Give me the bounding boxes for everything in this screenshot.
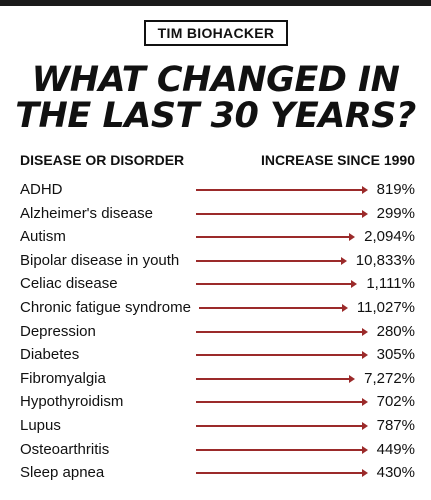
increase-value: 7,272% — [364, 369, 415, 387]
disease-name: ADHD — [20, 181, 65, 198]
increase-value: 430% — [376, 464, 415, 482]
increase-value: 787% — [376, 416, 415, 434]
increase-value: 11,027% — [356, 298, 415, 316]
list-item: Hypothyroidism 702% — [0, 390, 431, 414]
column-header-increase: INCREASE SINCE 1990 — [260, 152, 415, 168]
increase-value: 449% — [376, 440, 415, 458]
arrow-icon — [196, 327, 368, 336]
disease-name: Depression — [20, 322, 98, 340]
list-item: Autism 2,094% — [0, 225, 431, 249]
arrow-icon — [196, 374, 355, 383]
arrow-icon — [196, 233, 355, 242]
arrow-icon — [196, 280, 357, 289]
increase-value: 299% — [376, 204, 415, 222]
list-item: Sleep apnea 430% — [0, 461, 431, 485]
list-item: Diabetes 305% — [0, 343, 431, 367]
list-item: Lupus 787% — [0, 414, 431, 438]
list-item: Chronic fatigue syndrome 11,027% — [0, 296, 431, 320]
disease-name: Autism — [20, 228, 68, 246]
disease-name: Chronic fatigue syndrome — [20, 298, 193, 316]
arrow-icon — [196, 445, 368, 454]
arrow-icon — [196, 256, 347, 265]
list-item: Celiac disease 1,111% — [0, 272, 431, 296]
list-item: Bipolar disease in youth 10,833% — [0, 249, 431, 273]
top-bar — [0, 0, 431, 6]
disease-name: Lupus — [20, 416, 63, 434]
disease-name: Alzheimer's disease — [20, 204, 155, 222]
disease-name: Hypothyroidism — [20, 393, 126, 411]
arrow-icon — [196, 421, 368, 430]
arrow-icon — [196, 186, 368, 194]
list-item: ADHD 819% — [0, 178, 431, 202]
disease-name: Celiac disease — [20, 275, 120, 293]
list-item: Osteoarthritis 449% — [0, 438, 431, 462]
disease-name: Fibromyalgia — [20, 369, 108, 387]
arrow-icon — [196, 351, 368, 360]
column-header-disease: DISEASE OR DISORDER — [20, 152, 185, 168]
list-item: Depression 280% — [0, 320, 431, 344]
disease-name: Sleep apnea — [20, 464, 107, 482]
arrow-icon — [196, 469, 368, 478]
disease-name: Osteoarthritis — [20, 440, 112, 458]
increase-value: 305% — [376, 346, 415, 364]
arrow-icon — [196, 398, 368, 407]
increase-value: 2,094% — [364, 228, 415, 246]
disease-name: Bipolar disease in youth — [20, 251, 182, 269]
arrow-icon — [196, 209, 368, 218]
increase-value: 1,111% — [366, 275, 415, 293]
headline-line-2: THE LAST 30 YEARS? — [15, 96, 416, 136]
list-item: Fibromyalgia 7,272% — [0, 367, 431, 391]
arrow-icon — [199, 303, 348, 312]
list-item: Alzheimer's disease 299% — [0, 202, 431, 226]
disease-name: Diabetes — [20, 346, 82, 364]
disease-list: ADHD 819% Alzheimer's disease 299% Autism 2… — [0, 178, 431, 485]
brand-name: TIM BIOHACKER — [157, 25, 275, 41]
increase-value: 819% — [376, 181, 415, 198]
brand-logo: TIM BIOHACKER — [144, 20, 288, 46]
increase-value: 10,833% — [355, 251, 415, 269]
headline-line-1: WHAT CHANGED IN — [31, 60, 400, 100]
increase-value: 702% — [376, 393, 415, 411]
increase-value: 280% — [376, 322, 415, 340]
